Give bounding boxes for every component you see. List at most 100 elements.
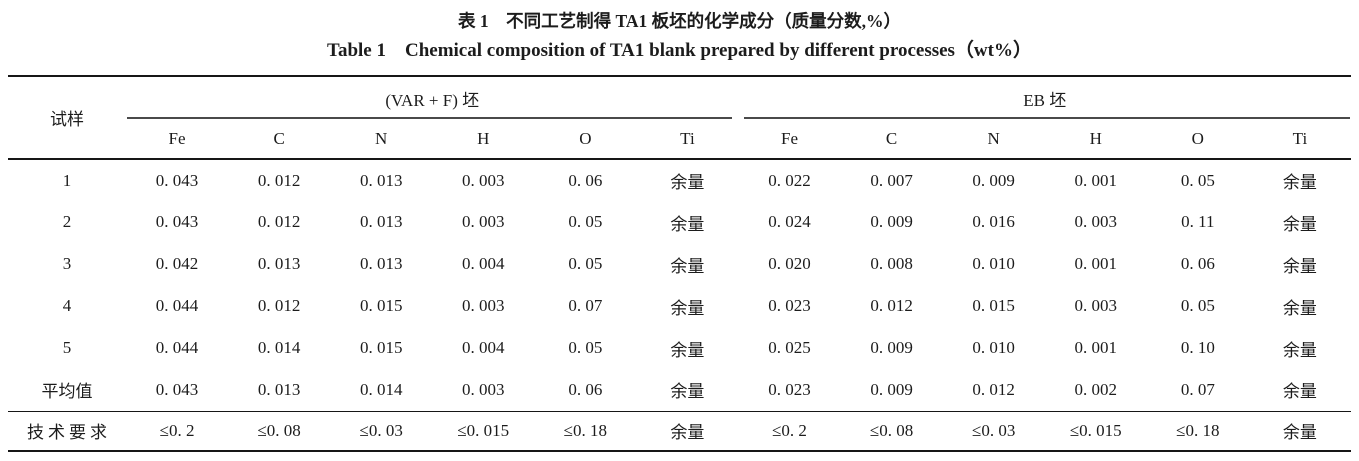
table-row: 1 0. 043 0. 012 0. 013 0. 003 0. 06 余量 0. 022 0.… bbox=[8, 159, 1351, 201]
sample-column-header: 试样 bbox=[50, 110, 84, 129]
table-cell: 0. 024 bbox=[768, 212, 811, 231]
table-cell: 0. 015 bbox=[359, 338, 403, 357]
row-label: 2 bbox=[62, 212, 72, 231]
table-header: 试样 (VAR + F) 坯 EB 坯 Fe C N H O Ti Fe C N H O Ti bbox=[8, 76, 1351, 159]
table-body: 1 0. 043 0. 012 0. 013 0. 003 0. 06 余量 0. 022 0.… bbox=[8, 159, 1351, 411]
table-cell: 0. 025 bbox=[768, 338, 811, 357]
table-cell: 0. 023 bbox=[768, 296, 811, 315]
table-cell: 0. 043 bbox=[155, 170, 199, 190]
composition-table: 试样 (VAR + F) 坯 EB 坯 Fe C N H O Ti Fe C N H O Ti 1 0.… bbox=[8, 75, 1351, 452]
table-cell: 0. 012 bbox=[257, 170, 301, 190]
spec-row: 技术要求 ≤0. 2 ≤0. 08 ≤0. 03 ≤0. 015 ≤0. 18 余量 ≤0. … bbox=[8, 411, 1351, 451]
table-cell: 0. 013 bbox=[359, 212, 403, 231]
table-cell: 0. 004 bbox=[462, 254, 505, 273]
table-cell: 0. 043 bbox=[155, 212, 199, 231]
table-cell: 0. 004 bbox=[462, 338, 505, 357]
table-row: 4 0. 044 0. 012 0. 015 0. 003 0. 07 余量 0. 023 0.… bbox=[8, 285, 1351, 327]
table-cell: 0. 001 bbox=[1074, 338, 1117, 357]
table-cell: 0. 06 bbox=[1180, 254, 1215, 273]
table-cell: 0. 001 bbox=[1074, 170, 1117, 190]
table-cell: 0. 009 bbox=[870, 379, 913, 399]
table-cell: 余量 bbox=[670, 298, 705, 318]
table-cell: 0. 07 bbox=[568, 296, 603, 315]
table-cell: 0. 003 bbox=[1074, 212, 1117, 231]
table-cell: 0. 044 bbox=[155, 296, 199, 315]
table-cell: 0. 008 bbox=[870, 254, 913, 273]
column-header-n-eb: N bbox=[987, 128, 1000, 148]
table-cell: ≤0. 18 bbox=[563, 420, 608, 440]
table-cell: 0. 05 bbox=[1180, 170, 1215, 190]
table-cell: 0. 05 bbox=[568, 212, 603, 231]
column-header-n-varf: N bbox=[375, 128, 388, 148]
table-cell: 余量 bbox=[670, 382, 705, 402]
table-cell: 余量 bbox=[670, 423, 705, 443]
table-cell: 0. 020 bbox=[768, 254, 811, 273]
table-cell: 0. 014 bbox=[257, 338, 301, 357]
column-header-fe-varf: Fe bbox=[168, 128, 186, 148]
table-cell: 余量 bbox=[1282, 340, 1317, 360]
table-cell: 余量 bbox=[670, 340, 705, 360]
table-cell: 0. 014 bbox=[359, 379, 403, 399]
table-cell: 0. 013 bbox=[257, 254, 301, 273]
table-cell: 余量 bbox=[1282, 423, 1317, 443]
table-cell: ≤0. 2 bbox=[159, 420, 195, 440]
table-cell: 0. 06 bbox=[568, 379, 603, 399]
table-cell: 余量 bbox=[1282, 214, 1317, 234]
table-cell: 0. 003 bbox=[1074, 296, 1117, 315]
table-cell: 0. 023 bbox=[768, 379, 811, 399]
table-cell: 余量 bbox=[670, 173, 705, 192]
table-cell: ≤0. 2 bbox=[772, 420, 807, 440]
table-cell: 余量 bbox=[1282, 382, 1317, 402]
table-cell: 0. 003 bbox=[462, 379, 505, 399]
table-cell: 0. 001 bbox=[1074, 254, 1117, 273]
table-cell: 0. 012 bbox=[257, 212, 301, 231]
table-cell: ≤0. 08 bbox=[869, 420, 914, 440]
table-cell: 0. 044 bbox=[155, 338, 199, 357]
table-cell: 0. 05 bbox=[1180, 296, 1215, 315]
table-cell: 0. 012 bbox=[972, 379, 1015, 399]
group-header-eb: EB 坯 bbox=[738, 76, 1351, 119]
table-cell: ≤0. 015 bbox=[457, 420, 510, 440]
table-cell: 0. 009 bbox=[972, 170, 1015, 190]
table-cell: 0. 013 bbox=[257, 379, 301, 399]
table-cell: 0. 10 bbox=[1180, 338, 1215, 357]
table-cell: 0. 010 bbox=[972, 338, 1015, 357]
column-header-fe-eb: Fe bbox=[781, 128, 798, 148]
column-header-ti-eb: Ti bbox=[1292, 128, 1308, 148]
column-header-h-eb: H bbox=[1089, 128, 1102, 148]
table-cell: 0. 003 bbox=[462, 296, 505, 315]
table-cell: ≤0. 08 bbox=[257, 420, 301, 440]
column-header-ti-varf: Ti bbox=[680, 128, 695, 148]
group-header-var-f: (VAR + F) 坯 bbox=[126, 76, 738, 119]
row-label: 5 bbox=[62, 338, 72, 357]
table-cell: 0. 003 bbox=[462, 170, 505, 190]
table-cell: 0. 07 bbox=[1180, 379, 1215, 399]
table-cell: 0. 016 bbox=[972, 212, 1015, 231]
element-header-row: Fe C N H O Ti Fe C N H O Ti bbox=[8, 119, 1351, 159]
table-cell: 余量 bbox=[1282, 173, 1317, 192]
row-label: 1 bbox=[62, 170, 72, 190]
row-label: 3 bbox=[62, 254, 72, 273]
table-cell: 0. 022 bbox=[768, 170, 811, 190]
column-header-c-eb: C bbox=[885, 128, 898, 148]
table-cell: 0. 009 bbox=[870, 212, 913, 231]
table-cell: 0. 010 bbox=[972, 254, 1015, 273]
column-header-o-eb: O bbox=[1191, 128, 1204, 148]
table-cell: 余量 bbox=[1282, 298, 1317, 318]
table-row: 2 0. 043 0. 012 0. 013 0. 003 0. 05 余量 0. 024 0.… bbox=[8, 201, 1351, 243]
table-cell: 0. 012 bbox=[870, 296, 913, 315]
table-cell: 0. 05 bbox=[568, 338, 603, 357]
column-header-h-varf: H bbox=[477, 128, 490, 148]
row-label: 4 bbox=[62, 296, 72, 315]
column-header-o-varf: O bbox=[579, 128, 592, 148]
row-label: 技术要求 bbox=[27, 423, 111, 443]
table-title-en: Table 1 Chemical composition of TA1 blan… bbox=[327, 40, 1032, 61]
table-cell: 0. 003 bbox=[462, 212, 505, 231]
table-cell: 余量 bbox=[1282, 256, 1317, 276]
table-cell: 0. 043 bbox=[155, 379, 199, 399]
table-cell: 余量 bbox=[670, 214, 705, 234]
table-cell: 0. 007 bbox=[870, 170, 913, 190]
group-header-row: 试样 (VAR + F) 坯 EB 坯 bbox=[8, 76, 1351, 129]
table-cell: 0. 06 bbox=[568, 170, 603, 190]
